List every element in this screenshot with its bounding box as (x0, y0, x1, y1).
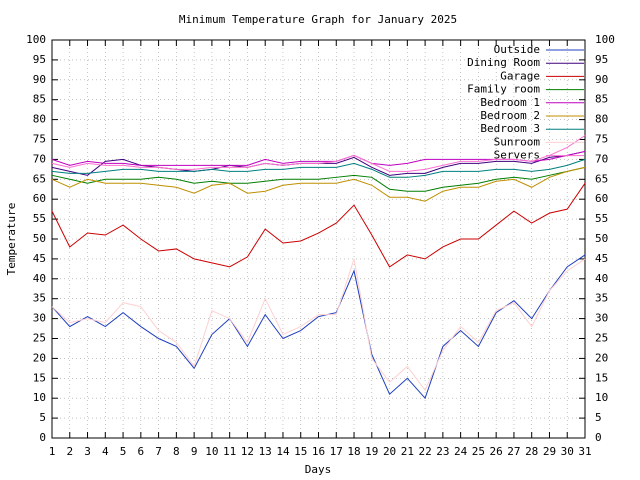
y-tick-label: 0 (39, 431, 46, 444)
y-axis-label: Temperature (5, 203, 18, 276)
y-tick-label: 75 (33, 133, 46, 146)
series-line (51, 254, 586, 400)
y2-tick-label: 70 (595, 152, 608, 165)
y-tick-label: 95 (33, 53, 46, 66)
x-tick-label: 12 (241, 445, 254, 458)
y-tick-label: 80 (33, 113, 46, 126)
x-tick-label: 3 (84, 445, 91, 458)
y-tick-label: 5 (39, 411, 46, 424)
y-tick-label: 65 (33, 172, 46, 185)
y2-tick-label: 20 (595, 351, 608, 364)
series-line (51, 258, 586, 392)
legend-label: Outside (494, 43, 540, 56)
y-tick-label: 35 (33, 292, 46, 305)
x-tick-label: 18 (347, 445, 360, 458)
series-line (51, 166, 586, 192)
x-axis-label: Days (305, 463, 332, 476)
y-tick-label: 30 (33, 312, 46, 325)
x-tick-label: 21 (401, 445, 414, 458)
x-tick-label: 22 (418, 445, 431, 458)
x-tick-label: 2 (66, 445, 73, 458)
legend-label: Bedroom 2 (480, 109, 540, 122)
x-tick-label: 11 (223, 445, 236, 458)
plot-frame (51, 39, 586, 439)
series-line (51, 166, 586, 202)
y-tick-label: 10 (33, 391, 46, 404)
series-line (51, 182, 586, 268)
y-tick-label: 50 (33, 232, 46, 245)
x-tick-label: 15 (294, 445, 307, 458)
y-tick-label: 55 (33, 212, 46, 225)
y-tick-label: 25 (33, 332, 46, 345)
y-tick-label: 70 (33, 152, 46, 165)
y2-tick-label: 55 (595, 212, 608, 225)
x-tick-label: 30 (561, 445, 574, 458)
x-tick-label: 19 (365, 445, 378, 458)
series-line (51, 158, 586, 178)
x-tick-label: 25 (472, 445, 485, 458)
y-tick-label: 40 (33, 272, 46, 285)
x-tick-label: 8 (173, 445, 180, 458)
x-tick-label: 16 (312, 445, 325, 458)
x-tick-label: 9 (191, 445, 198, 458)
x-tick-label: 28 (525, 445, 538, 458)
x-tick-label: 14 (276, 445, 290, 458)
x-tick-label: 23 (436, 445, 449, 458)
y-tick-label: 85 (33, 93, 46, 106)
y2-tick-label: 85 (595, 93, 608, 106)
x-tick-label: 24 (454, 445, 468, 458)
y2-tick-label: 65 (595, 172, 608, 185)
legend-label: Bedroom 3 (480, 122, 540, 135)
y2-tick-label: 0 (595, 431, 602, 444)
y2-tick-label: 15 (595, 371, 608, 384)
y2-tick-label: 80 (595, 113, 608, 126)
x-tick-label: 6 (138, 445, 145, 458)
y2-tick-label: 35 (595, 292, 608, 305)
x-tick-label: 17 (330, 445, 343, 458)
x-tick-label: 4 (102, 445, 109, 458)
y-tick-label: 60 (33, 192, 46, 205)
x-tick-label: 27 (507, 445, 520, 458)
y2-tick-label: 50 (595, 232, 608, 245)
legend-label: Bedroom 1 (480, 96, 540, 109)
y-tick-label: 15 (33, 371, 46, 384)
x-tick-label: 31 (578, 445, 591, 458)
x-tick-label: 7 (155, 445, 162, 458)
y2-tick-label: 75 (595, 133, 608, 146)
y2-tick-label: 5 (595, 411, 602, 424)
y-tick-label: 100 (26, 33, 46, 46)
chart-title: Minimum Temperature Graph for January 20… (179, 13, 457, 26)
y2-tick-label: 25 (595, 332, 608, 345)
y-tick-label: 45 (33, 252, 46, 265)
x-tick-label: 10 (205, 445, 218, 458)
y2-tick-label: 10 (595, 391, 608, 404)
x-tick-label: 1 (49, 445, 56, 458)
y2-tick-label: 60 (595, 192, 608, 205)
y2-tick-label: 90 (595, 73, 608, 86)
y2-tick-label: 95 (595, 53, 608, 66)
legend-label: Family room (467, 83, 540, 96)
legend-label: Sunroom (494, 135, 541, 148)
legend-label: Servers (494, 149, 540, 162)
series-line (51, 135, 586, 172)
y-tick-label: 20 (33, 351, 46, 364)
y2-tick-label: 40 (595, 272, 608, 285)
legend-label: Dining Room (467, 56, 540, 69)
x-tick-label: 13 (259, 445, 272, 458)
y2-tick-label: 30 (595, 312, 608, 325)
y2-tick-label: 45 (595, 252, 608, 265)
x-tick-label: 29 (543, 445, 556, 458)
x-tick-label: 5 (120, 445, 127, 458)
x-tick-label: 20 (383, 445, 396, 458)
y2-tick-label: 100 (595, 33, 615, 46)
x-tick-label: 26 (490, 445, 503, 458)
y-tick-label: 90 (33, 73, 46, 86)
legend-label: Garage (500, 69, 540, 82)
